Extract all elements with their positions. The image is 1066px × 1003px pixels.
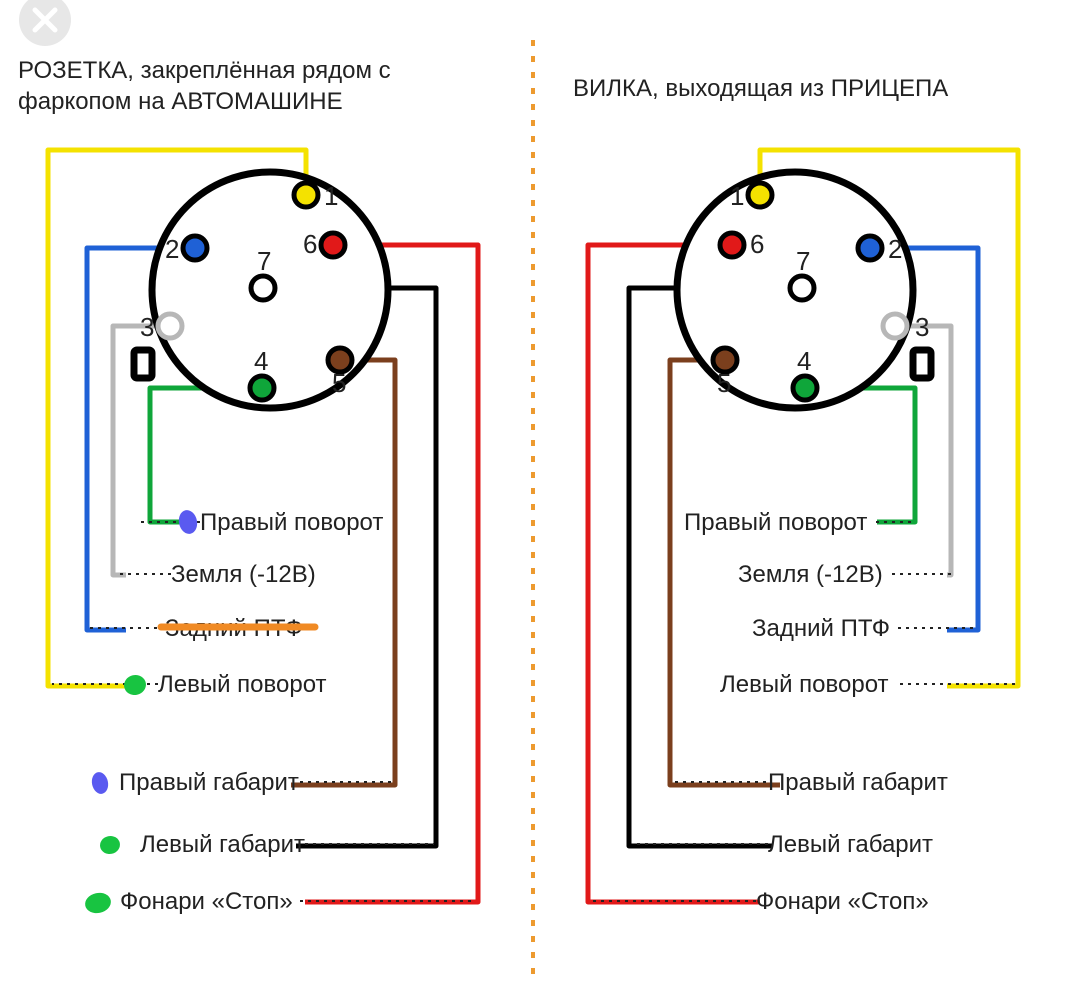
connector-notch — [134, 350, 152, 378]
pin-2 — [183, 236, 207, 260]
pin-3 — [883, 314, 907, 338]
wire-label: Левый поворот — [720, 671, 889, 698]
pin-number: 2 — [165, 234, 179, 264]
hand-annotation — [177, 508, 200, 535]
pin-number: 2 — [888, 234, 902, 264]
pin-number: 3 — [915, 312, 929, 342]
pin-number: 1 — [324, 181, 338, 211]
pin-number: 5 — [717, 368, 731, 398]
wire-label: Левый габарит — [768, 831, 933, 858]
wire-label: Задний ПТФ — [752, 615, 890, 642]
pin-3 — [158, 314, 182, 338]
hand-annotation — [83, 891, 113, 916]
wire-label: Правый поворот — [684, 509, 867, 536]
left-title: РОЗЕТКА, закреплённая рядом с фаркопом н… — [18, 55, 538, 117]
pin-number: 6 — [303, 229, 317, 259]
pin-1 — [294, 183, 318, 207]
wire-label: Правый габарит — [768, 769, 948, 796]
wire-label: Правый габарит — [119, 769, 299, 796]
pin-6 — [321, 233, 345, 257]
wire-label: Фонари «Стоп» — [120, 888, 293, 915]
pin-1 — [748, 183, 772, 207]
pin-number: 6 — [750, 229, 764, 259]
pin-4 — [793, 376, 817, 400]
pin-7 — [251, 276, 275, 300]
wire-label: Земля (-12В) — [738, 561, 883, 588]
pin-6 — [720, 233, 744, 257]
wire-label: Правый поворот — [200, 509, 383, 536]
hand-annotation — [90, 771, 110, 796]
right-title: ВИЛКА, выходящая из ПРИЦЕПА — [573, 73, 1063, 104]
pin-number: 4 — [254, 346, 268, 376]
pin-number: 3 — [140, 312, 154, 342]
left-title-l2: фаркопом на АВТОМАШИНЕ — [18, 88, 343, 115]
pin-2 — [858, 236, 882, 260]
left-title-l1: РОЗЕТКА, закреплённая рядом с — [18, 57, 391, 84]
diagram-canvas: 1 2 3 4 5 6 7 Правый поворот Земля (-12В) Задний … — [0, 0, 1066, 1003]
wire-label: Левый поворот — [158, 671, 327, 698]
hand-annotation — [98, 834, 121, 856]
pin-number: 5 — [332, 368, 346, 398]
hand-annotation — [122, 673, 148, 697]
connector-notch — [913, 350, 931, 378]
pin-7 — [790, 276, 814, 300]
right-title-text: ВИЛКА, выходящая из ПРИЦЕПА — [573, 75, 948, 102]
wire-label: Земля (-12В) — [171, 561, 316, 588]
pin-number: 1 — [730, 181, 744, 211]
wire-label: Фонари «Стоп» — [756, 888, 929, 915]
pin-4 — [250, 376, 274, 400]
pin-number: 7 — [796, 246, 810, 276]
pin-number: 7 — [257, 246, 271, 276]
wire-label: Левый габарит — [140, 831, 305, 858]
pin-number: 4 — [797, 346, 811, 376]
